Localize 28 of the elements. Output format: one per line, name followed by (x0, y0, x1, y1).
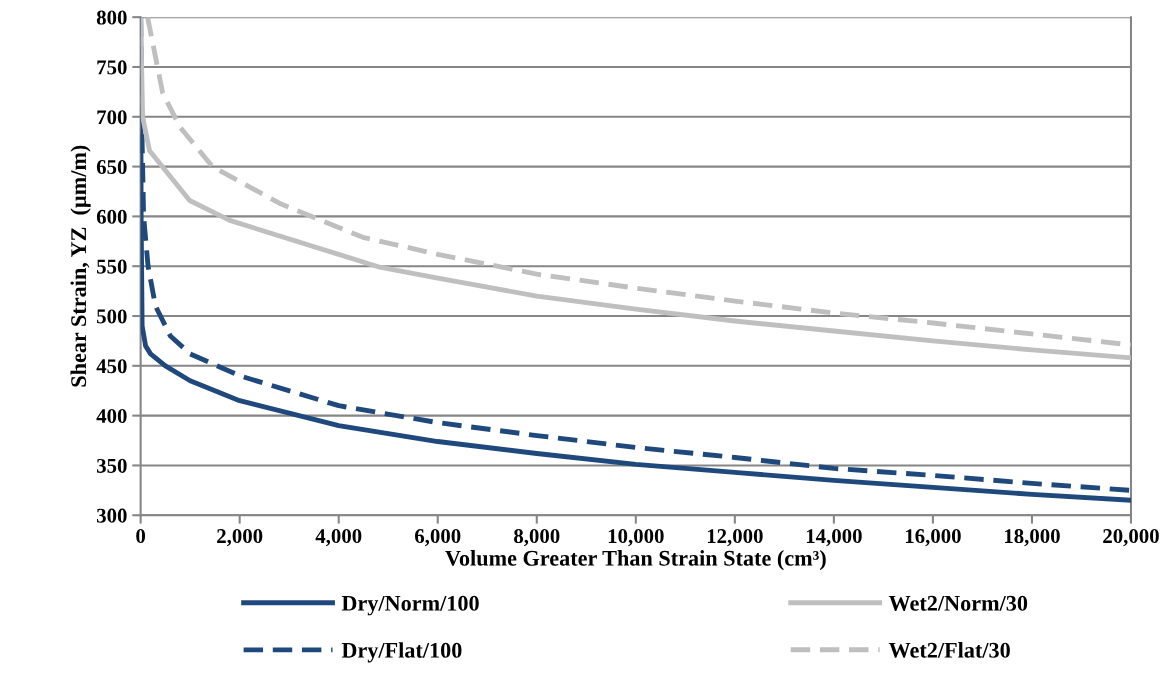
x-tick-label: 6,000 (415, 529, 461, 547)
x-tick-label: 20,000 (1103, 529, 1159, 547)
y-tick-label: 800 (96, 10, 127, 25)
legend-label: Wet2/Norm/30 (888, 595, 1028, 611)
x-tick-label: 2,000 (217, 529, 263, 547)
x-tick-label: 8,000 (514, 529, 560, 547)
y-tick-label: 450 (96, 359, 127, 374)
x-tick-label: 16,000 (905, 529, 961, 547)
y-tick-label: 650 (96, 159, 127, 175)
y-tick-label: 600 (96, 209, 127, 224)
legend-label: Wet2/Flat/30 (888, 642, 1010, 658)
y-tick-label: 550 (97, 259, 127, 274)
x-tick-label: 0 (136, 529, 146, 544)
x-axis-title: Volume Greater Than Strain State (cm³) (445, 550, 826, 571)
x-tick-label: 12,000 (707, 529, 763, 547)
x-tick-label: 10,000 (608, 529, 664, 547)
y-tick-label: 700 (97, 110, 127, 125)
y-tick-label: 400 (96, 409, 127, 424)
y-tick-label: 350 (96, 458, 127, 473)
y-tick-label: 300 (96, 508, 127, 523)
x-tick-label: 18,000 (1004, 529, 1060, 547)
y-tick-label: 500 (97, 309, 127, 324)
y-tick-label: 750 (97, 60, 127, 75)
legend-label: Dry/Flat/100 (341, 642, 462, 663)
x-tick-label: 4,000 (315, 529, 362, 547)
legend-label: Dry/Norm/100 (341, 595, 479, 616)
y-axis-title: Shear Strain, YZ (µm/m) (70, 145, 91, 387)
x-tick-label: 14,000 (806, 529, 862, 547)
